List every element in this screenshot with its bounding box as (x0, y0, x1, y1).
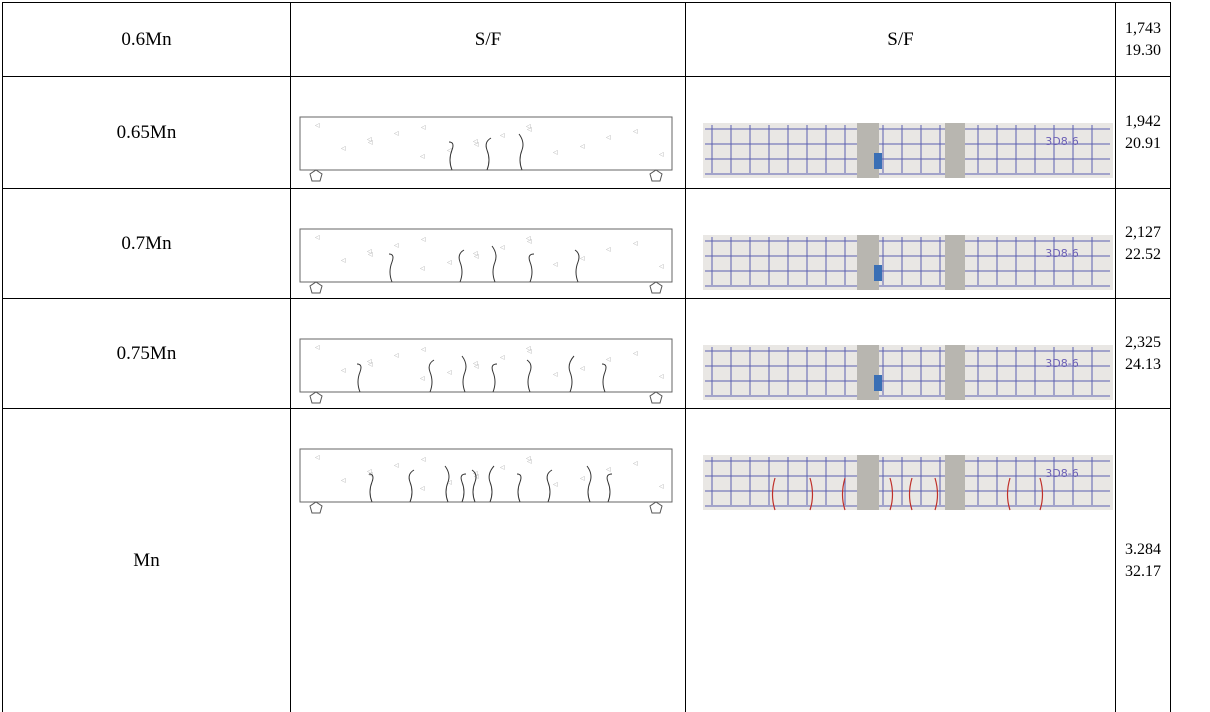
aggregate: ◁ (580, 366, 585, 372)
aggregate: ◁ (394, 463, 399, 469)
aggregate: ◁ (659, 484, 664, 490)
support (310, 502, 322, 513)
aggregate: ◁ (659, 152, 664, 158)
aggregate: ◁ (606, 247, 611, 253)
aggregate: ◁ (341, 146, 346, 152)
photo-column (945, 455, 965, 510)
aggregate: ◁ (580, 476, 585, 482)
aggregate: ◁ (633, 129, 638, 135)
page: 0.6MnS/FS/F1,74319.300.65Mn1,94220.910.7… (0, 0, 1210, 701)
aggregate: ◁ (553, 372, 558, 378)
photo-column (857, 123, 879, 178)
photo-column (945, 345, 965, 400)
aggregate: ◁ (420, 154, 425, 160)
aggregate: ◁ (420, 376, 425, 382)
beam (300, 229, 672, 282)
aggregate: ◁ (394, 131, 399, 137)
aggregate: ◁ (606, 357, 611, 363)
aggregate: ◁ (500, 355, 505, 361)
aggregate: ◁ (420, 266, 425, 272)
support (650, 170, 662, 181)
aggregate: ◁ (526, 124, 531, 130)
photo-column (857, 235, 879, 290)
aggregate: ◁ (659, 264, 664, 270)
photo (703, 345, 1113, 400)
photo (703, 123, 1113, 178)
photo-label: 3D8-6 (1045, 135, 1078, 148)
aggregate: ◁ (553, 482, 558, 488)
aggregate: ◁ (367, 249, 372, 255)
aggregate: ◁ (526, 456, 531, 462)
aggregate: ◁ (473, 251, 478, 257)
aggregate: ◁ (473, 361, 478, 367)
aggregate: ◁ (526, 236, 531, 242)
beam (300, 449, 672, 502)
aggregate: ◁ (367, 137, 372, 143)
aggregate: ◁ (606, 135, 611, 141)
aggregate: ◁ (580, 256, 585, 262)
drawings: ◁ ◁ ◁ ◁ ◁ ◁ ◁ ◁ ◁ ◁ ◁ ◁ ◁ ◁ ◁ ◁ ◁ ◁ 3D8-6 ◁ ◁ ◁ ◁ ◁ ◁ ◁ ◁ ◁ ◁ ◁ ◁ ◁ ◁ ◁ ◁ ◁… (0, 0, 1210, 701)
aggregate: ◁ (315, 235, 320, 241)
photo-label: 3D8-6 (1045, 357, 1078, 370)
photo (703, 455, 1113, 510)
aggregate: ◁ (447, 370, 452, 376)
photo-column (945, 235, 965, 290)
support (310, 170, 322, 181)
photo-column (857, 455, 879, 510)
gauge (874, 153, 882, 169)
aggregate: ◁ (633, 461, 638, 467)
aggregate: ◁ (341, 478, 346, 484)
aggregate: ◁ (421, 457, 426, 463)
aggregate: ◁ (500, 133, 505, 139)
aggregate: ◁ (315, 123, 320, 129)
aggregate: ◁ (659, 374, 664, 380)
photo-column (945, 123, 965, 178)
aggregate: ◁ (553, 150, 558, 156)
aggregate: ◁ (420, 486, 425, 492)
aggregate: ◁ (421, 237, 426, 243)
aggregate: ◁ (473, 139, 478, 145)
aggregate: ◁ (447, 260, 452, 266)
aggregate: ◁ (580, 144, 585, 150)
beam (300, 339, 672, 392)
aggregate: ◁ (421, 125, 426, 131)
gauge (874, 265, 882, 281)
aggregate: ◁ (315, 345, 320, 351)
support (310, 392, 322, 403)
aggregate: ◁ (633, 241, 638, 247)
photo (703, 235, 1113, 290)
aggregate: ◁ (394, 243, 399, 249)
photo-column (857, 345, 879, 400)
aggregate: ◁ (606, 467, 611, 473)
aggregate: ◁ (500, 245, 505, 251)
support (310, 282, 322, 293)
photo-label: 3D8-6 (1045, 467, 1078, 480)
support (650, 392, 662, 403)
aggregate: ◁ (394, 353, 399, 359)
aggregate: ◁ (500, 465, 505, 471)
aggregate: ◁ (526, 346, 531, 352)
support (650, 282, 662, 293)
aggregate: ◁ (421, 347, 426, 353)
aggregate: ◁ (367, 359, 372, 365)
support (650, 502, 662, 513)
aggregate: ◁ (341, 258, 346, 264)
aggregate: ◁ (553, 262, 558, 268)
aggregate: ◁ (633, 351, 638, 357)
aggregate: ◁ (341, 368, 346, 374)
gauge (874, 375, 882, 391)
photo-label: 3D8-6 (1045, 247, 1078, 260)
aggregate: ◁ (315, 455, 320, 461)
